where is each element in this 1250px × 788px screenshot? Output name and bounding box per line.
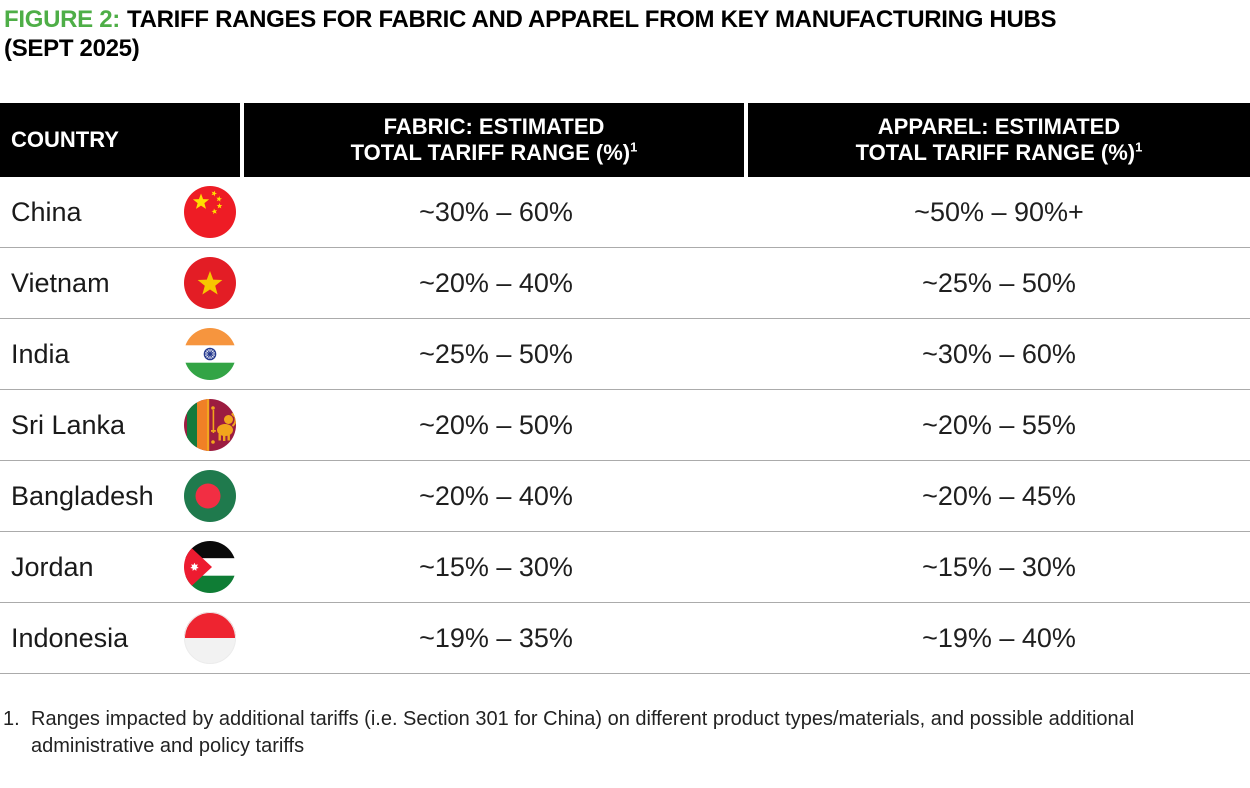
column-header-fabric-line2: TOTAL TARIFF RANGE (%)1 xyxy=(350,139,638,165)
vietnam-flag-icon xyxy=(184,257,236,309)
country-cell: China xyxy=(0,177,244,247)
china-flag-icon xyxy=(184,186,236,238)
apparel-tariff-value: ~30% – 60% xyxy=(922,338,1076,369)
table-header-row: COUNTRY FABRIC: ESTIMATED TOTAL TARIFF R… xyxy=(0,103,1250,177)
figure-title-line2: (SEPT 2025) xyxy=(4,35,140,62)
country-label: China xyxy=(11,196,82,227)
apparel-tariff-value: ~19% – 40% xyxy=(922,622,1076,653)
fabric-tariff-value: ~25% – 50% xyxy=(419,338,573,369)
country-cell: Sri Lanka xyxy=(0,390,244,460)
column-header-apparel-line2: TOTAL TARIFF RANGE (%)1 xyxy=(855,139,1143,165)
fabric-tariff-value: ~20% – 50% xyxy=(419,409,573,440)
footnote-number: 1. xyxy=(3,708,20,730)
sri-lanka-flag-icon xyxy=(184,399,236,451)
column-header-country: COUNTRY xyxy=(0,103,240,177)
indonesia-flag-icon xyxy=(184,612,236,664)
footnote-text: Ranges impacted by additional tariffs (i… xyxy=(31,708,1135,757)
table-row: Jordan ~15% – 30% ~15% – 30% xyxy=(0,532,1250,603)
column-header-apparel: APPAREL: ESTIMATED TOTAL TARIFF RANGE (%… xyxy=(748,103,1250,177)
table-body: China ~30% – 60% ~50% – 90%+ Vietnam ~20… xyxy=(0,177,1250,674)
column-header-fabric: FABRIC: ESTIMATED TOTAL TARIFF RANGE (%)… xyxy=(244,103,744,177)
fabric-tariff-value: ~30% – 60% xyxy=(419,196,573,227)
apparel-tariff-value: ~25% – 50% xyxy=(922,267,1076,298)
fabric-tariff-value: ~15% – 30% xyxy=(419,551,573,582)
apparel-tariff-value: ~20% – 45% xyxy=(922,480,1076,511)
table-row: China ~30% – 60% ~50% – 90%+ xyxy=(0,177,1250,248)
apparel-tariff-value: ~20% – 55% xyxy=(922,409,1076,440)
table-row: Indonesia ~19% – 35% ~19% – 40% xyxy=(0,603,1250,674)
column-header-country-label: COUNTRY xyxy=(11,127,119,152)
country-label: Vietnam xyxy=(11,267,110,298)
column-header-apparel-line1: APPAREL: ESTIMATED xyxy=(877,114,1121,139)
figure-label: FIGURE 2: xyxy=(4,6,120,33)
figure-title-line1: FIGURE 2: TARIFF RANGES FOR FABRIC AND AP… xyxy=(4,5,1244,34)
country-label: Jordan xyxy=(11,551,94,582)
country-label: India xyxy=(11,338,70,369)
footnote-marker-superscript: 1 xyxy=(630,139,638,155)
country-label: Bangladesh xyxy=(11,480,154,511)
fabric-tariff-value: ~20% – 40% xyxy=(419,267,573,298)
table-row: India ~25% – 50% ~30% – 60% xyxy=(0,319,1250,390)
jordan-flag-icon xyxy=(184,541,236,593)
bangladesh-flag-icon xyxy=(184,470,236,522)
footnote-marker-superscript: 1 xyxy=(1135,139,1143,155)
figure-title: FIGURE 2: TARIFF RANGES FOR FABRIC AND AP… xyxy=(4,5,1244,63)
country-cell: Bangladesh xyxy=(0,461,244,531)
fabric-tariff-value: ~20% – 40% xyxy=(419,480,573,511)
table-row: Vietnam ~20% – 40% ~25% – 50% xyxy=(0,248,1250,319)
country-cell: Vietnam xyxy=(0,248,244,318)
india-flag-icon xyxy=(184,328,236,380)
column-header-fabric-line1: FABRIC: ESTIMATED xyxy=(383,114,605,139)
apparel-tariff-value: ~15% – 30% xyxy=(922,551,1076,582)
country-cell: Indonesia xyxy=(0,603,244,673)
country-cell: India xyxy=(0,319,244,389)
figure-title-text: TARIFF RANGES FOR FABRIC AND APPAREL FRO… xyxy=(126,6,1057,33)
country-cell: Jordan xyxy=(0,532,244,602)
fabric-tariff-value: ~19% – 35% xyxy=(419,622,573,653)
apparel-tariff-value: ~50% – 90%+ xyxy=(914,196,1084,227)
footnote: 1. Ranges impacted by additional tariffs… xyxy=(3,706,1235,760)
country-label: Indonesia xyxy=(11,622,129,653)
table-row: Bangladesh ~20% – 40% ~20% – 45% xyxy=(0,461,1250,532)
country-label: Sri Lanka xyxy=(11,409,126,440)
table-row: Sri Lanka ~20% – 50% ~20% – 55% xyxy=(0,390,1250,461)
